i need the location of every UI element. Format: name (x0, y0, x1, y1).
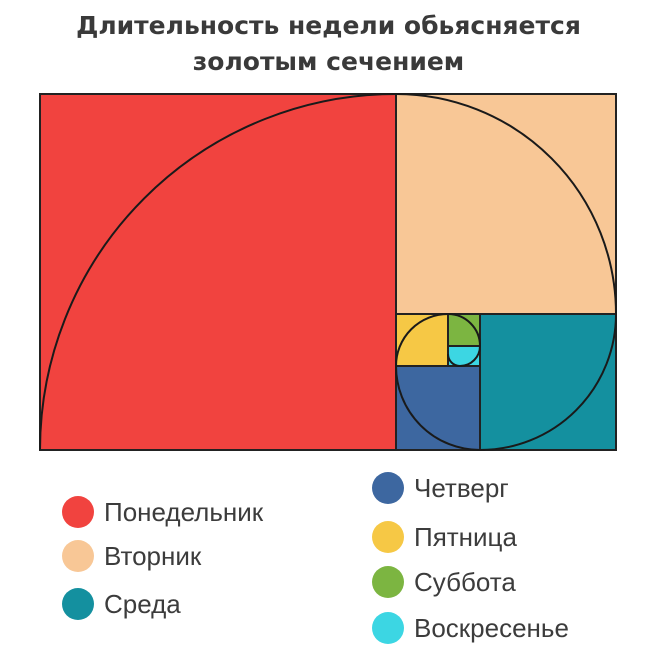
legend-label-tuesday: Вторник (104, 540, 202, 571)
square-monday (39, 93, 397, 451)
golden-ratio-diagram (39, 92, 618, 452)
square-thursday (395, 365, 481, 451)
legend-item-tuesday: Вторник (62, 540, 201, 572)
saturday-dot-icon (372, 566, 404, 598)
square-friday (395, 313, 449, 367)
legend-label-saturday: Суббота (414, 566, 516, 597)
square-wednesday (479, 313, 617, 451)
friday-dot-icon (372, 521, 404, 553)
legend-item-wednesday: Среда (62, 588, 181, 620)
legend-label-friday: Пятница (414, 521, 517, 552)
sunday-dot-icon (372, 612, 404, 644)
legend-item-saturday: Суббота (372, 566, 516, 598)
legend-item-sunday: Воскресенье (372, 612, 569, 644)
square-tuesday (395, 93, 617, 315)
title: Длительность недели обьясняется золотым … (0, 8, 657, 80)
thursday-dot-icon (372, 472, 404, 504)
title-line-2: золотым сечением (192, 47, 465, 76)
legend-item-friday: Пятница (372, 521, 517, 553)
legend-label-sunday: Воскресенье (414, 612, 569, 643)
wednesday-dot-icon (62, 588, 94, 620)
golden-spiral (39, 92, 618, 452)
title-line-1: Длительность недели обьясняется (76, 11, 581, 40)
legend-label-thursday: Четверг (414, 472, 509, 503)
legend-item-thursday: Четверг (372, 472, 509, 504)
legend-item-monday: Понедельник (62, 496, 263, 528)
legend-label-monday: Понедельник (104, 496, 264, 527)
monday-dot-icon (62, 496, 94, 528)
legend-label-wednesday: Среда (104, 588, 181, 619)
tuesday-dot-icon (62, 540, 94, 572)
